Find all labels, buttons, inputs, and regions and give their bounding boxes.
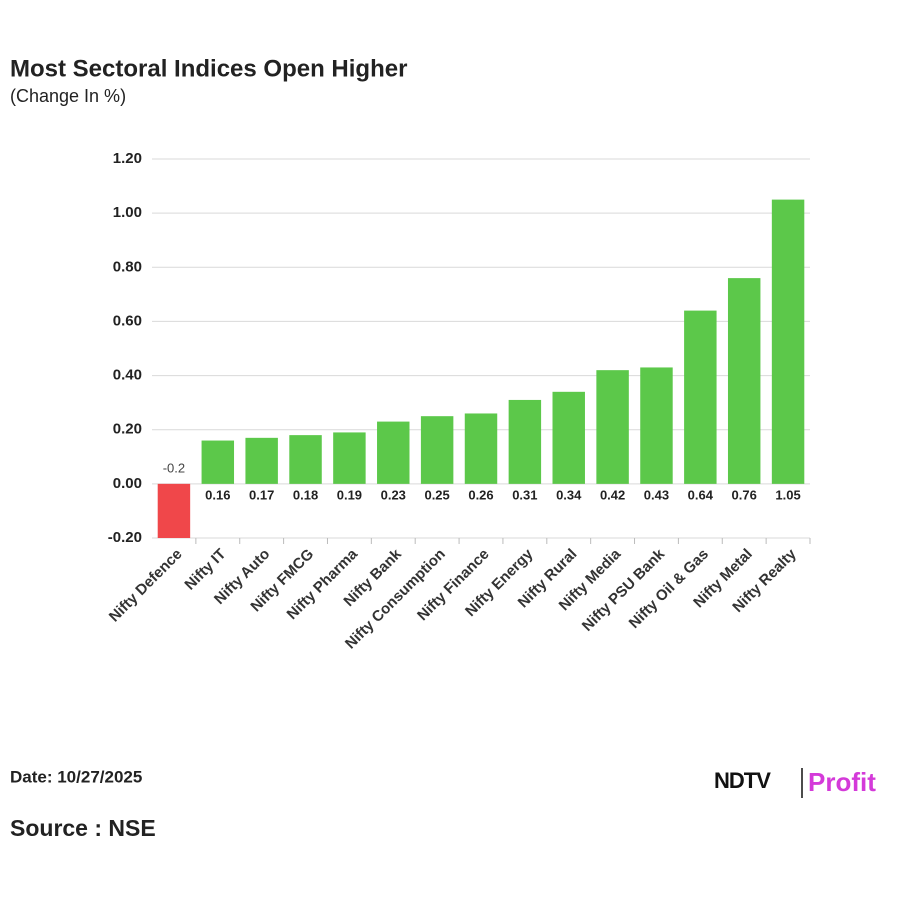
bar [420,416,454,484]
y-tick-label: 0.40 [113,367,142,384]
value-label: 0.26 [468,487,493,502]
bar [771,199,805,484]
value-label: 0.23 [381,487,406,502]
y-tick-label: 1.00 [113,204,142,221]
bar [245,437,278,484]
y-tick-label: 0.00 [113,475,142,492]
value-label: 0.19 [337,487,362,502]
source: Source : NSE [10,815,156,841]
value-label: 0.31 [512,487,537,502]
bar [640,367,673,484]
value-label: 0.17 [249,487,274,502]
chart-title: Most Sectoral Indices Open Higher [10,55,407,82]
value-label: 0.34 [556,487,582,502]
y-tick-label: 0.80 [113,258,142,275]
value-label: -0.2 [163,460,185,475]
logo-profit: Profit [808,767,876,797]
bar [333,432,366,484]
value-label: 0.25 [424,487,449,502]
y-tick-label: 0.20 [113,421,142,438]
bar [201,440,235,484]
bar [508,399,542,484]
y-tick-label: 1.20 [113,150,142,167]
logo-ndtv: NDTV [714,768,771,793]
bar [289,435,322,484]
chart-subtitle: (Change In %) [10,86,126,106]
value-label: 0.76 [732,487,757,502]
bar [684,310,717,484]
y-tick-label: 0.60 [113,312,142,329]
bar [552,391,585,484]
x-tick-label: Nifty Defence [106,546,186,626]
value-label: 0.16 [205,487,230,502]
value-label: 0.18 [293,487,318,502]
value-label: 0.42 [600,487,625,502]
bar [596,370,629,484]
bar [727,278,761,484]
bar [464,413,498,484]
bar [157,483,191,538]
bar [377,421,410,484]
x-tick-label: Nifty Oil & Gas [626,546,712,632]
value-label: 1.05 [775,487,800,502]
value-label: 0.64 [688,487,714,502]
y-tick-label: -0.20 [108,529,142,546]
value-label: 0.43 [644,487,669,502]
date: Date: 10/27/2025 [10,767,142,786]
